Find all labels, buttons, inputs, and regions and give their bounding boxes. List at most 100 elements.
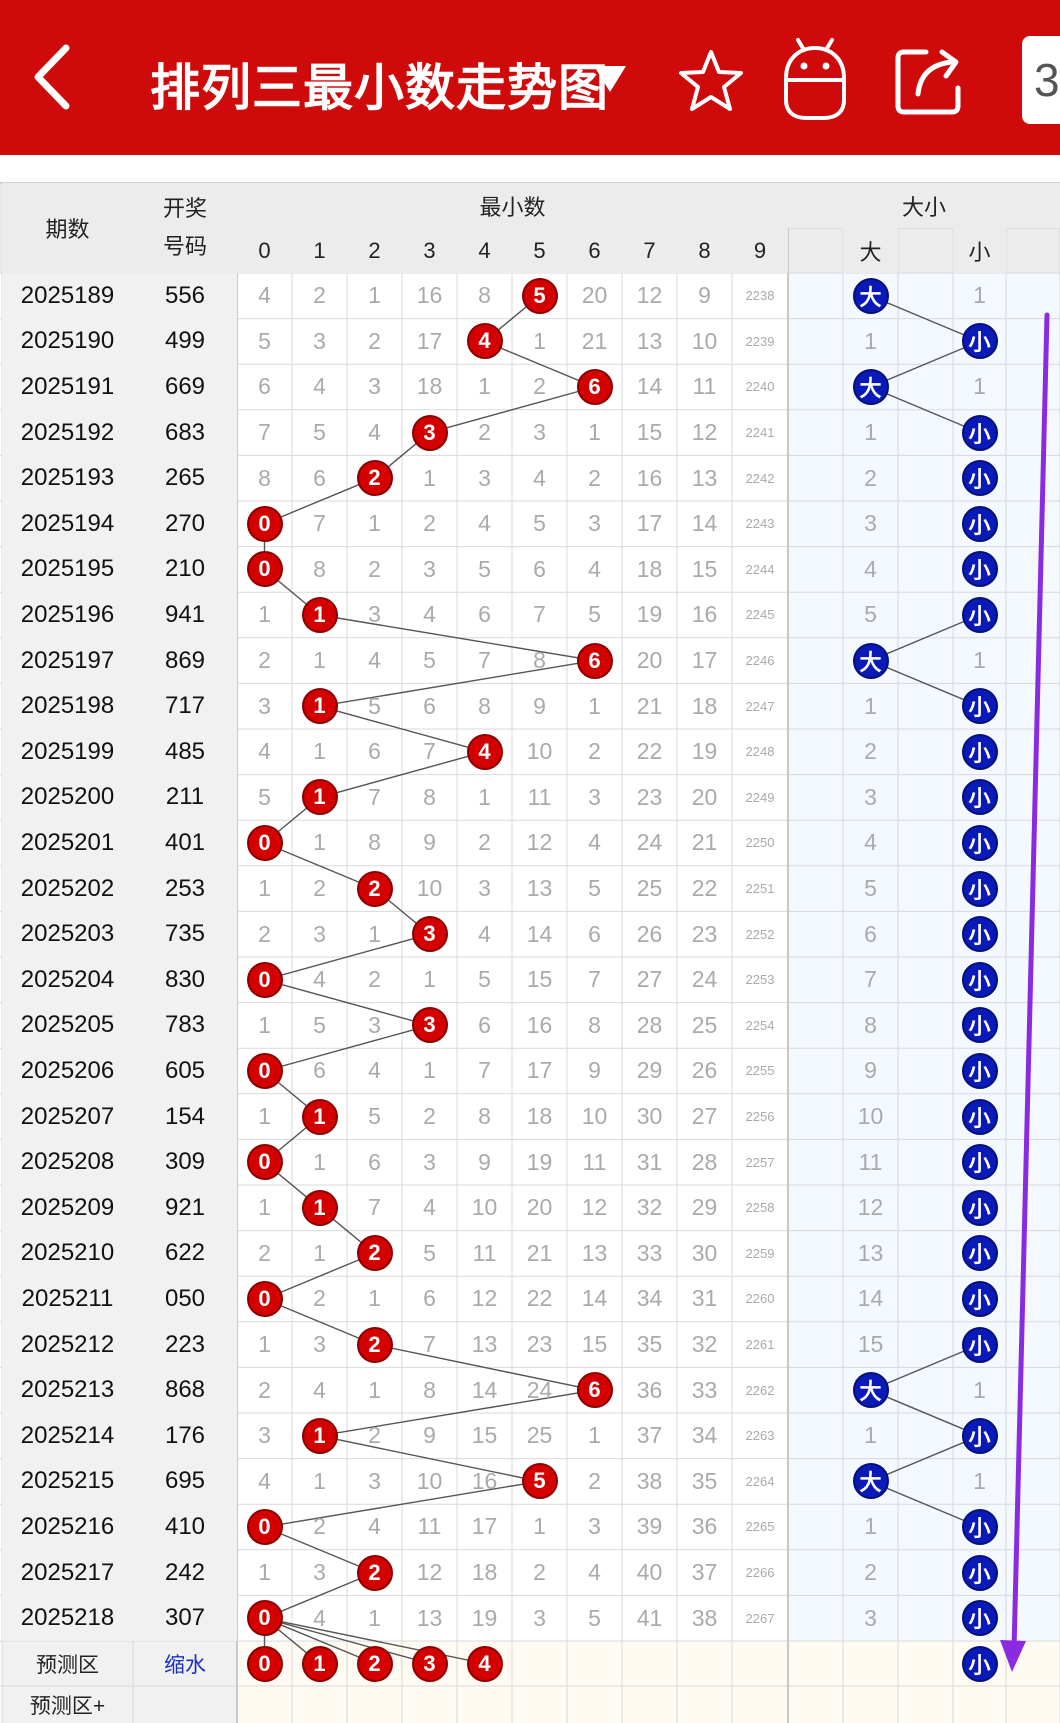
miss-count: 6	[258, 373, 271, 400]
miss-count: 10	[416, 1467, 443, 1494]
size-ball-big: 大	[852, 1372, 889, 1409]
miss-count: 10	[471, 1194, 498, 1221]
share-icon[interactable]	[892, 44, 966, 118]
size-miss-count: 1	[864, 419, 877, 446]
miss-count: 2241	[745, 425, 775, 441]
miss-count: 3	[423, 1148, 436, 1175]
miss-count: 5	[588, 601, 601, 628]
miss-count: 6	[478, 601, 491, 628]
shrink-link[interactable]: 缩水	[164, 1653, 206, 1677]
android-robot-icon[interactable]	[780, 36, 850, 122]
min-trend-segment	[264, 1571, 375, 1619]
table-row-issue: 2025192	[2, 409, 133, 456]
miss-count: 3	[258, 692, 271, 719]
table-row-issue: 2025205	[2, 1002, 133, 1049]
page-title[interactable]: 排列三最小数走势图	[150, 59, 609, 117]
miss-count: 5	[478, 966, 491, 993]
miss-count: 28	[691, 1148, 718, 1175]
miss-count: 2	[313, 282, 326, 309]
predict-ball[interactable]: 1	[301, 1645, 338, 1682]
table-row-issue: 2025203	[2, 911, 133, 957]
predict-ball[interactable]: 4	[466, 1645, 503, 1682]
miss-count: 15	[581, 1331, 608, 1358]
min-trend-segment	[264, 477, 375, 525]
miss-count: 5	[313, 1011, 326, 1038]
size-ball-small: 小	[961, 870, 998, 907]
size-ball-big: 大	[852, 369, 889, 405]
min-ball: 1	[301, 1098, 338, 1135]
size-trend-segment	[870, 1389, 980, 1437]
miss-count: 2258	[745, 1200, 775, 1216]
predict-plus-label: 预测区+	[29, 1694, 106, 1718]
miss-count: 16	[471, 1467, 498, 1494]
miss-count: 39	[636, 1513, 663, 1540]
miss-count: 13	[416, 1604, 443, 1631]
size-miss-count: 6	[864, 920, 877, 947]
min-trend-segment	[429, 386, 595, 434]
miss-count: 29	[691, 1194, 718, 1221]
miss-count: 5	[368, 1103, 381, 1130]
predict-size-ball[interactable]: 小	[961, 1645, 998, 1682]
miss-count: 36	[691, 1513, 718, 1540]
menu-chip[interactable]: 3	[1022, 36, 1060, 124]
dropdown-caret-icon[interactable]	[590, 60, 630, 100]
miss-count: 24	[526, 1376, 553, 1403]
table-row-issue: 2025190	[2, 318, 133, 365]
miss-count: 3	[423, 555, 436, 582]
miss-count: 1	[588, 419, 601, 446]
miss-count: 10	[691, 327, 718, 354]
table-row-issue: 2025213	[2, 1367, 133, 1413]
miss-count: 11	[527, 783, 552, 810]
min-trend-segment	[319, 705, 485, 753]
size-trend-segment	[870, 295, 980, 343]
miss-count: 23	[691, 920, 718, 947]
table-row-issue: 2025214	[2, 1413, 133, 1459]
min-ball: 0	[246, 505, 283, 542]
miss-count: 14	[691, 510, 718, 537]
miss-count: 1	[423, 464, 436, 491]
predict-ball[interactable]: 0	[246, 1645, 283, 1682]
miss-count: 3	[533, 419, 546, 446]
miss-count: 2239	[745, 333, 775, 349]
miss-count: 3	[533, 1604, 546, 1631]
miss-count: 1	[313, 1148, 326, 1175]
miss-count: 7	[368, 1194, 381, 1221]
miss-count: 2244	[745, 561, 775, 577]
size-miss-count: 1	[864, 1422, 877, 1449]
miss-count: 34	[691, 1422, 718, 1449]
miss-count: 1	[313, 1239, 326, 1266]
size-miss-count: 4	[864, 829, 877, 856]
size-miss-count: 8	[864, 1011, 877, 1038]
miss-count: 5	[258, 327, 271, 354]
predict-ball[interactable]: 3	[411, 1645, 448, 1682]
miss-count: 26	[636, 920, 663, 947]
table-row-number: 868	[133, 1367, 237, 1413]
predict-fan-segment	[264, 1617, 430, 1665]
miss-count: 1	[588, 1422, 601, 1449]
min-ball: 6	[576, 642, 613, 679]
back-arrow-icon[interactable]	[30, 42, 74, 112]
table-row-issue: 2025207	[2, 1093, 133, 1140]
miss-count: 16	[636, 464, 663, 491]
size-ball-small: 小	[961, 323, 998, 360]
predict-ball[interactable]: 2	[356, 1645, 393, 1682]
miss-count: 2255	[745, 1063, 775, 1079]
miss-count: 18	[636, 555, 663, 582]
miss-count: 25	[636, 875, 663, 902]
miss-count: 33	[691, 1376, 718, 1403]
miss-count: 18	[471, 1559, 498, 1586]
miss-count: 2247	[745, 698, 775, 714]
miss-count: 1	[258, 1194, 271, 1221]
miss-count: 17	[691, 647, 718, 674]
miss-count: 1	[313, 647, 326, 674]
miss-count: 19	[636, 601, 663, 628]
size-ball-small: 小	[961, 1144, 998, 1181]
miss-count: 1	[423, 966, 436, 993]
miss-count: 2261	[745, 1337, 775, 1353]
miss-count: 7	[478, 647, 491, 674]
miss-count: 38	[691, 1604, 718, 1631]
miss-count: 2	[368, 966, 381, 993]
miss-count: 31	[691, 1285, 718, 1312]
miss-count: 2246	[745, 653, 775, 669]
star-icon[interactable]	[678, 48, 744, 114]
